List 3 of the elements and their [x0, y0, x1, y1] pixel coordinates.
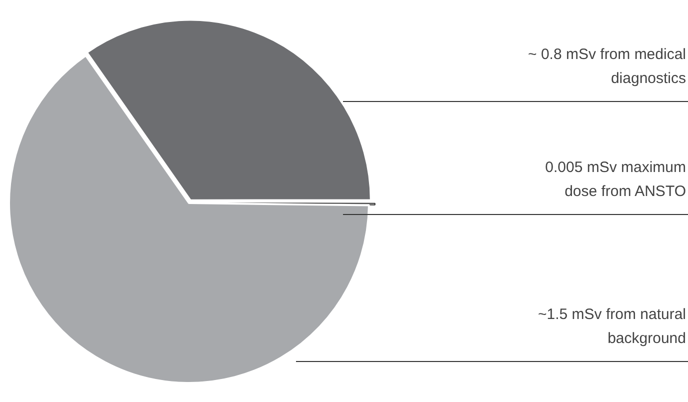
slice-label: ~1.5 mSv from natural background — [537, 305, 686, 349]
slice-label: 0.005 mSv maximum dose from ANSTO — [544, 158, 686, 202]
slice-label: ~ 0.8 mSv from medical diagnostics — [527, 45, 686, 89]
